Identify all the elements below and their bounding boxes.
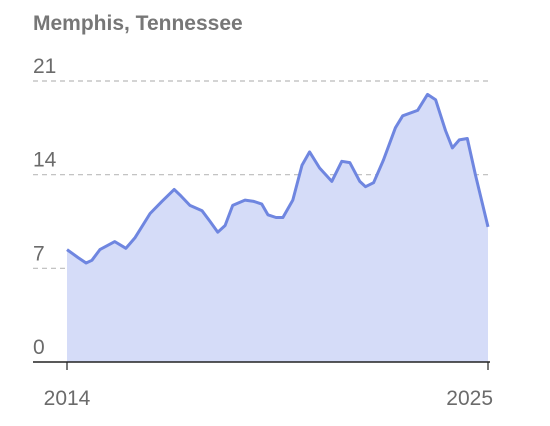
- y-tick-label: 14: [33, 149, 57, 172]
- area: [67, 94, 488, 363]
- chart-title: Memphis, Tennessee: [33, 12, 243, 35]
- x-tick-label: 2014: [44, 387, 91, 410]
- y-tick-label: 21: [33, 55, 56, 78]
- x-tick-label: 2025: [446, 387, 493, 410]
- y-tick-label: 7: [33, 242, 45, 265]
- line: [66, 92, 490, 265]
- y-tick-label: 0: [33, 336, 45, 359]
